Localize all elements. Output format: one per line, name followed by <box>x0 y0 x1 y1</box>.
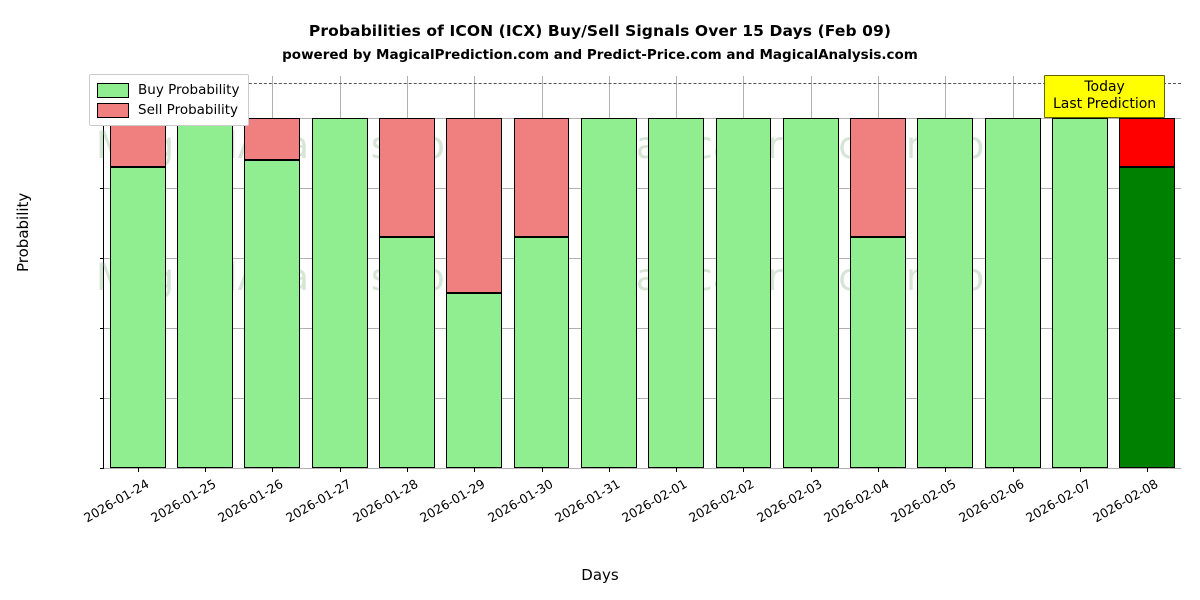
legend-item-sell: Sell Probability <box>97 100 239 120</box>
bar-segment-buy <box>446 293 503 468</box>
x-tick-mark <box>1012 468 1014 472</box>
bar-segment-sell <box>244 118 301 160</box>
bar-segment-buy <box>311 118 368 468</box>
bar[interactable] <box>109 76 166 468</box>
y-tick-mark <box>100 468 104 469</box>
legend-label-buy: Buy Probability <box>138 82 240 98</box>
gridline-horizontal <box>104 398 1181 399</box>
x-tick-mark <box>608 468 610 472</box>
y-tick-mark <box>100 398 104 399</box>
x-tick-mark <box>676 468 678 472</box>
bar[interactable] <box>446 76 503 468</box>
bar[interactable] <box>513 76 570 468</box>
bar-segment-buy <box>378 237 435 468</box>
chart-legend: Buy Probability Sell Probability <box>89 74 250 126</box>
x-axis-label: Days <box>581 566 619 584</box>
legend-swatch-buy <box>97 82 129 98</box>
x-tick-mark <box>878 468 880 472</box>
x-tick-mark <box>945 468 947 472</box>
today-annotation-line2: Last Prediction <box>1053 96 1157 113</box>
bar[interactable] <box>782 76 839 468</box>
bar-segment-buy <box>580 118 637 468</box>
gridline-horizontal <box>104 188 1181 189</box>
bar-segment-buy <box>782 118 839 468</box>
bar-today[interactable] <box>1119 76 1176 468</box>
bar[interactable] <box>984 76 1041 468</box>
bar-segment-buy <box>850 237 907 468</box>
bar-segment-buy <box>648 118 705 468</box>
bar-segment-buy <box>177 118 233 468</box>
gridline-horizontal <box>104 328 1181 329</box>
y-tick-mark <box>100 328 104 329</box>
x-tick-mark <box>1147 468 1149 472</box>
x-tick-mark <box>339 468 341 472</box>
bar-segment-sell <box>446 118 503 293</box>
bar[interactable] <box>177 76 233 468</box>
x-tick-mark <box>406 468 408 472</box>
bar[interactable] <box>715 76 772 468</box>
bar[interactable] <box>648 76 705 468</box>
y-tick-mark <box>100 258 104 259</box>
bar-segment-sell <box>109 118 166 167</box>
reference-line <box>104 83 1181 84</box>
chart-subtitle: powered by MagicalPrediction.com and Pre… <box>282 47 918 63</box>
legend-label-sell: Sell Probability <box>138 102 239 118</box>
x-tick-mark <box>541 468 543 472</box>
today-annotation: Today Last Prediction <box>1044 75 1166 119</box>
bar-segment-sell <box>1119 118 1176 167</box>
x-tick-mark <box>743 468 745 472</box>
x-tick-mark <box>810 468 812 472</box>
bar-segment-sell <box>378 118 435 237</box>
gridline-horizontal <box>104 258 1181 259</box>
bar[interactable] <box>917 76 974 468</box>
legend-item-buy: Buy Probability <box>97 80 239 100</box>
bar-segment-buy <box>715 118 772 468</box>
bar-segment-buy <box>109 167 166 468</box>
bar-segment-buy <box>1052 118 1108 468</box>
chart-title: Probabilities of ICON (ICX) Buy/Sell Sig… <box>308 22 892 40</box>
x-tick-mark <box>1080 468 1082 472</box>
bar-segment-buy <box>984 118 1041 468</box>
x-tick-mark <box>474 468 476 472</box>
x-tick-mark <box>272 468 274 472</box>
today-annotation-line1: Today <box>1084 79 1125 95</box>
bar-segment-buy <box>917 118 974 468</box>
y-axis-label: Probability <box>14 192 32 272</box>
legend-swatch-sell <box>97 102 129 118</box>
bar[interactable] <box>378 76 435 468</box>
y-tick-mark <box>100 188 104 189</box>
plot-area: MagicalAnalysis.comMagicalPrediction.com… <box>81 76 1181 525</box>
bar-segment-buy <box>244 160 301 468</box>
bar-segment-sell <box>513 118 570 237</box>
bar-segment-sell <box>850 118 907 237</box>
bar[interactable] <box>311 76 368 468</box>
bar[interactable] <box>850 76 907 468</box>
bar-segment-buy <box>513 237 570 468</box>
bar-segment-buy <box>1119 167 1176 468</box>
bar[interactable] <box>1052 76 1108 468</box>
bar[interactable] <box>244 76 301 468</box>
gridline-horizontal <box>104 118 1181 119</box>
bar[interactable] <box>580 76 637 468</box>
x-tick-mark <box>137 468 139 472</box>
gridline-horizontal <box>104 468 1181 469</box>
x-tick-mark <box>204 468 206 472</box>
